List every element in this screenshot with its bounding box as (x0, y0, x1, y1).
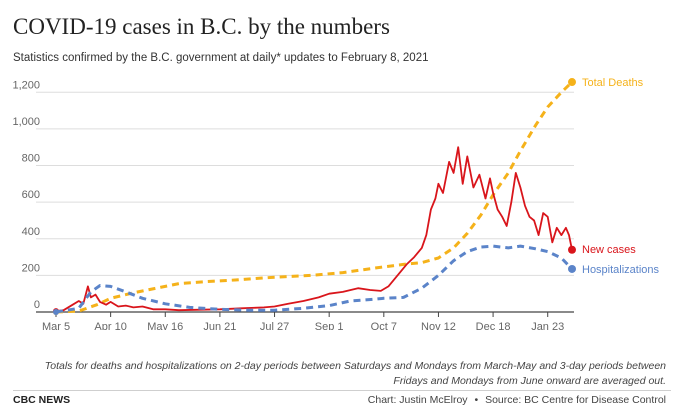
x-tick-label: Oct 7 (371, 321, 397, 330)
y-tick-label: 400 (22, 226, 40, 238)
series-lines (53, 78, 576, 315)
x-axis-ticks: Mar 5 Apr 10 May 16 Jun 21 Jul 27 Sep 1 Oct 7 N… (42, 312, 564, 330)
x-tick-label: May 16 (147, 321, 183, 330)
grid-lines (36, 91, 574, 313)
credit-separator: • (474, 394, 479, 406)
x-tick-label: Jun 21 (203, 321, 236, 330)
footnote: Totals for deaths and hospitalizations o… (44, 360, 666, 387)
chart-author: Chart: Justin McElroy (367, 394, 468, 406)
chart-source: Source: BC Centre for Disease Control (485, 394, 666, 406)
covid-line-chart: 0 200 400 600 800 1,000 1,200 Mar 5 Apr 10 May 1… (12, 77, 660, 330)
series-end-point-new-cases (568, 245, 576, 254)
series-line-hospitalizations (55, 244, 574, 314)
footer-divider (13, 390, 671, 391)
series-end-point-total-deaths (568, 78, 576, 87)
y-tick-label: 600 (22, 189, 40, 201)
x-tick-label: Jul 27 (260, 321, 289, 330)
x-tick-label: Sep 1 (315, 321, 344, 330)
series-start-point-hospitalizations (53, 309, 59, 315)
y-tick-label: 800 (22, 153, 40, 165)
x-tick-label: Jan 23 (531, 321, 564, 330)
y-tick-label: 1,000 (12, 116, 40, 128)
brand-label: CBC NEWS (13, 394, 71, 406)
y-axis-ticks: 0 200 400 600 800 1,000 1,200 (12, 79, 40, 311)
series-end-point-hospitalizations (568, 264, 576, 273)
series-line-new-cases (55, 146, 573, 312)
x-tick-label: Mar 5 (42, 321, 70, 330)
x-tick-label: Apr 10 (94, 321, 126, 330)
series-label-total-deaths: Total Deaths (582, 77, 644, 89)
y-tick-label: 1,200 (12, 79, 40, 91)
chart-title: COVID-19 cases in B.C. by the numbers (13, 14, 390, 39)
y-tick-label: 200 (22, 262, 40, 274)
series-label-new-cases: New cases (582, 244, 636, 256)
x-tick-label: Dec 18 (476, 321, 511, 330)
x-tick-label: Nov 12 (421, 321, 456, 330)
series-end-labels: Total Deaths New cases Hospitalizations (582, 77, 660, 276)
series-line-total-deaths (55, 81, 574, 314)
y-tick-label: 0 (34, 299, 40, 311)
chart-credit: Chart: Justin McElroy • Source: BC Centr… (366, 394, 668, 406)
chart-subtitle: Statistics confirmed by the B.C. governm… (13, 52, 429, 64)
series-label-hospitalizations: Hospitalizations (582, 264, 660, 276)
